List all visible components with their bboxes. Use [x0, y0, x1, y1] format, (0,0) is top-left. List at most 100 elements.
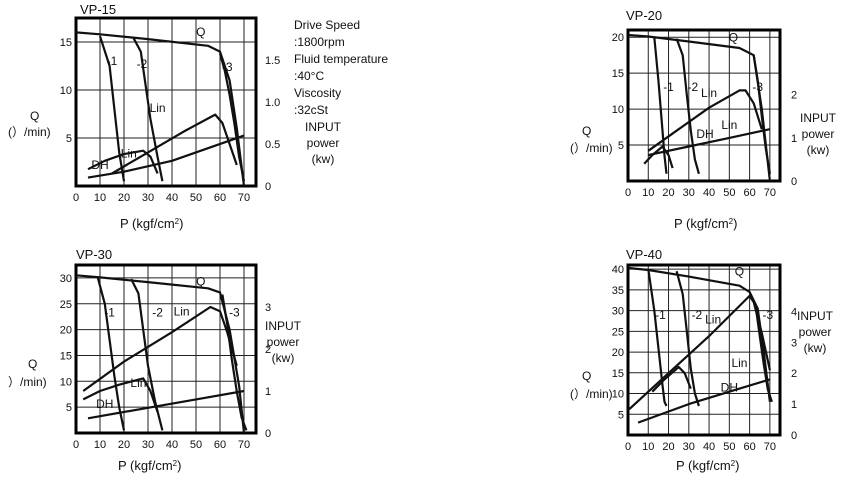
- x-tick-label: 0: [625, 441, 631, 453]
- power-tick-label: 3: [265, 302, 271, 314]
- chart-vp-15: VP-15 0 10 20 30 40 50 60 70 5 10 15 0 0.5 1.0 1.5 Q (）/m…: [8, 2, 342, 231]
- curve-label: -3: [229, 306, 240, 320]
- power-axis-label: INPUT: [797, 309, 834, 323]
- x-tick-label: 0: [625, 187, 631, 199]
- q-tick-label: 40: [612, 264, 624, 276]
- series-line-minus1: [653, 37, 668, 174]
- chart-vp-40: VP-40 0 10 20 30 40 50 60 70 5 10 15 20 25 30 35 40 0 1 2 3 4…: [570, 247, 834, 473]
- q-tick-label: 15: [612, 68, 624, 80]
- x-tick-label: 40: [703, 441, 715, 453]
- x-axis-label-close: ): [177, 458, 181, 473]
- x-tick-label: 70: [764, 441, 776, 453]
- series-line-minus2: [675, 270, 700, 407]
- power-axis-label: power: [799, 325, 832, 339]
- series-line-Lin: [651, 365, 692, 393]
- series-line-minus2: [132, 37, 164, 182]
- series-line-minus3: [754, 306, 773, 403]
- q-tick-label: 20: [60, 325, 72, 337]
- chart-title: VP-15: [80, 2, 116, 17]
- x-tick-label: 30: [142, 439, 154, 451]
- curve-label: -1: [655, 308, 666, 322]
- x-tick-label: 50: [723, 441, 735, 453]
- condition-line: Drive Speed: [294, 18, 360, 32]
- q-tick-label: 5: [66, 402, 72, 414]
- x-tick-label: 10: [94, 192, 106, 204]
- power-tick-label: 0: [265, 181, 271, 193]
- power-axis-label: (kw): [807, 143, 830, 157]
- plot-frame: [74, 16, 258, 188]
- plot-frame: [626, 28, 782, 183]
- chart-vp-30: VP-30 0 10 20 30 40 50 60 70 5 10 15 20 25 30 0 1 2 3 Q ）/mi…: [8, 247, 302, 473]
- q-axis-unit: (）/min): [570, 387, 613, 401]
- q-axis-unit: ）/min): [8, 375, 47, 389]
- x-tick-label: 20: [662, 187, 674, 199]
- power-axis-label: (kw): [272, 351, 295, 365]
- condition-line: :32cSt: [294, 103, 329, 117]
- series-line-DH: [87, 389, 245, 420]
- x-tick-label: 0: [73, 439, 79, 451]
- curve-label: -3: [752, 80, 763, 94]
- q-tick-label: 35: [612, 285, 624, 297]
- q-tick-label: 25: [60, 299, 72, 311]
- q-axis-label: Q: [582, 369, 591, 383]
- series-line-Lin: [82, 377, 159, 413]
- x-axis-label: P (kgf/cm2): [676, 458, 739, 473]
- series-line-DH: [637, 378, 771, 424]
- x-tick-label: 50: [190, 439, 202, 451]
- plot-frame: [74, 263, 258, 435]
- series-line-minus1: [96, 276, 126, 431]
- x-axis-label-sup: 2: [729, 217, 734, 226]
- x-tick-label: 10: [642, 441, 654, 453]
- series-line-minus3: [218, 53, 246, 182]
- power-tick-label: 0: [791, 430, 797, 442]
- curve-label: Lin: [705, 313, 721, 327]
- q-tick-label: 5: [66, 133, 72, 145]
- x-tick-label: 30: [683, 441, 695, 453]
- q-tick-label: 10: [60, 376, 72, 388]
- condition-line: :40°C: [294, 69, 324, 83]
- power-axis-label: power: [307, 136, 340, 150]
- x-tick-label: 40: [703, 187, 715, 199]
- power-tick-label: 3: [791, 337, 797, 349]
- q-tick-label: 25: [612, 326, 624, 338]
- x-tick-label: 20: [662, 441, 674, 453]
- q-axis-label: Q: [582, 124, 591, 138]
- x-tick-label: 20: [118, 192, 130, 204]
- q-tick-label: 5: [618, 409, 624, 421]
- power-tick-label: 1: [791, 399, 797, 411]
- curve-label: DH: [91, 158, 108, 172]
- series-line-Q: [627, 266, 771, 402]
- series-line-minus1: [647, 268, 668, 407]
- x-tick-label: 60: [743, 187, 755, 199]
- condition-line: Fluid temperature: [294, 52, 388, 66]
- series-line-minus3: [752, 55, 771, 174]
- x-axis-label-sup: 2: [173, 459, 178, 468]
- series-line-minus3: [221, 294, 248, 431]
- condition-line: Viscosity: [294, 86, 341, 100]
- q-tick-label: 30: [60, 273, 72, 285]
- q-tick-label: 10: [612, 389, 624, 401]
- series-line-minus1: [98, 35, 126, 182]
- power-axis-label: power: [267, 335, 300, 349]
- curve-label: Lin: [721, 118, 737, 132]
- x-axis-label: P (kgf/cm2): [118, 458, 181, 473]
- x-axis-label: P (kgf/cm2): [674, 216, 737, 231]
- curve-label: -2: [137, 57, 148, 71]
- curve-label: Q: [735, 264, 744, 278]
- curve-label: Q: [196, 275, 205, 289]
- x-tick-label: 20: [118, 439, 130, 451]
- x-tick-label: 50: [190, 192, 202, 204]
- q-tick-label: 10: [612, 104, 624, 116]
- power-tick-label: 0.5: [265, 139, 280, 151]
- series-line-DH: [87, 134, 245, 179]
- curve-label: -1: [104, 306, 115, 320]
- curve-label: -3: [222, 60, 233, 74]
- power-tick-label: 4: [791, 306, 797, 318]
- x-axis-label-sup: 2: [731, 459, 736, 468]
- curve-label: Lin: [731, 356, 747, 370]
- condition-line: :1800rpm: [294, 35, 345, 49]
- q-axis-label: Q: [28, 357, 37, 371]
- q-tick-label: 5: [618, 140, 624, 152]
- power-tick-label: 2: [791, 90, 797, 102]
